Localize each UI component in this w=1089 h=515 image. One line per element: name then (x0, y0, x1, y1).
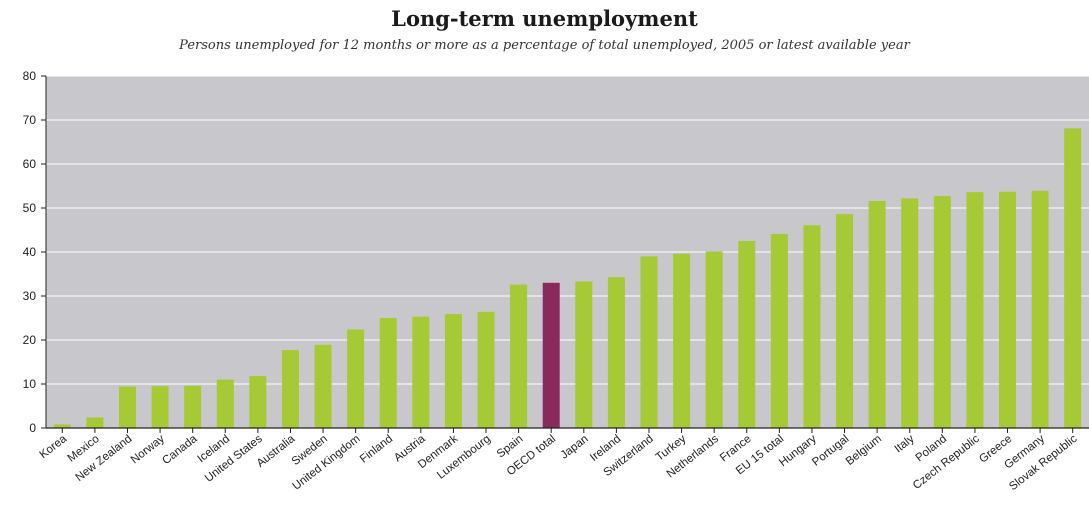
bar-luxembourg (477, 311, 495, 428)
x-tick-label: Korea (38, 433, 70, 462)
bar-oecd-total (542, 282, 560, 428)
bar-eu-15-total (770, 233, 788, 428)
bar-belgium (868, 200, 886, 428)
bar-spain (510, 284, 528, 428)
bar-australia (281, 350, 299, 428)
x-tick-label: Japan (559, 433, 591, 462)
bar-czech-republic (966, 192, 984, 428)
bar-mexico (86, 417, 104, 428)
bar-slovak-republic (1064, 128, 1082, 429)
bar-poland (933, 196, 951, 428)
bars (53, 128, 1082, 429)
bar-hungary (803, 225, 821, 428)
bar-japan (575, 281, 593, 428)
bar-united-states (249, 376, 267, 428)
y-tick-label: 0 (29, 421, 36, 435)
chart-title: Long-term unemployment (391, 6, 698, 31)
bar-netherlands (705, 251, 723, 428)
y-tick-label: 50 (23, 201, 37, 215)
y-tick-label: 30 (23, 289, 37, 303)
chart-subtitle: Persons unemployed for 12 months or more… (179, 38, 910, 53)
y-tick-label: 80 (23, 69, 37, 83)
y-tick-label: 40 (23, 245, 37, 259)
y-tick-label: 60 (23, 157, 37, 171)
x-tick-label: Canada (160, 433, 200, 468)
bar-finland (379, 318, 397, 428)
y-tick-label: 20 (23, 333, 37, 347)
bar-iceland (216, 379, 234, 428)
bar-korea (53, 424, 71, 428)
bar-sweden (314, 344, 332, 428)
bar-germany (1031, 190, 1049, 428)
bar-greece (999, 191, 1017, 428)
bar-denmark (444, 314, 462, 428)
bar-united-kingdom (347, 329, 365, 428)
bar-austria (412, 316, 430, 428)
bar-ireland (607, 277, 625, 428)
y-tick-label: 70 (23, 113, 37, 127)
bar-france (738, 241, 756, 428)
x-tick-label: Belgium (844, 433, 884, 468)
bar-switzerland (640, 256, 658, 428)
y-axis: 0 10 20 30 40 50 60 70 80 (23, 69, 47, 435)
bar-turkey (673, 253, 691, 428)
y-tick-label: 10 (23, 377, 37, 391)
x-tick-label: New Zealand (74, 433, 135, 484)
x-tick-label: Finland (358, 433, 395, 466)
bar-portugal (836, 214, 854, 428)
bar-italy (901, 198, 919, 428)
bar-new-zealand (118, 386, 136, 428)
bar-norway (151, 386, 169, 428)
x-tick-label: Italy (893, 433, 917, 456)
bar-canada (184, 385, 202, 428)
x-tick-label: Portugal (810, 433, 851, 469)
x-tick-label: Norway (129, 433, 167, 467)
